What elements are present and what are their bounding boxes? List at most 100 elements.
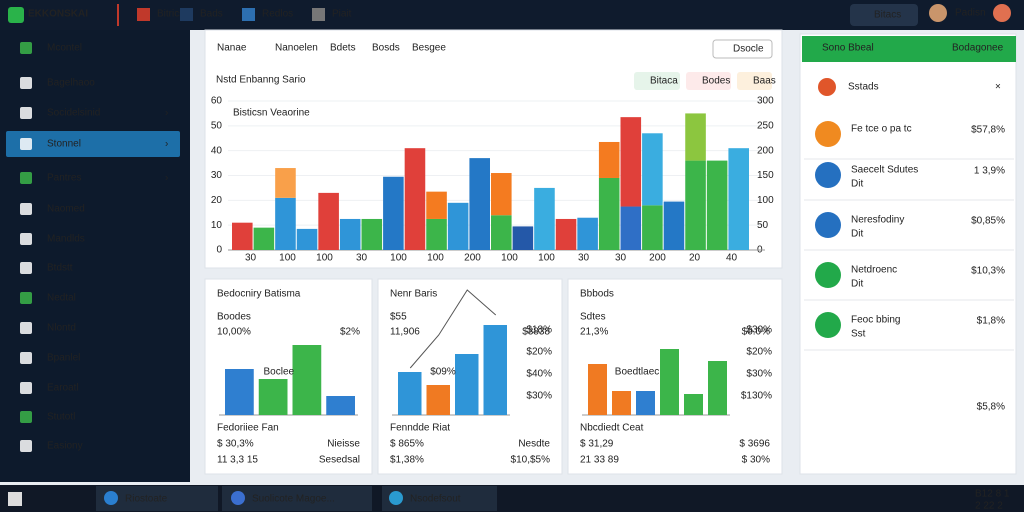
sidebar-item[interactable]: Nlontd — [47, 323, 76, 334]
item-name[interactable]: Netdroenc — [851, 265, 897, 276]
sidebar-icon — [20, 233, 32, 245]
item-icon — [815, 312, 841, 338]
y2-tick-label: 250 — [757, 120, 774, 131]
task-label[interactable]: Suolicote Magoe... — [252, 494, 335, 505]
bar — [612, 391, 631, 415]
task-label[interactable]: Riostoate — [125, 494, 168, 505]
sidebar — [0, 30, 190, 482]
sidebar-item[interactable]: Naomed — [47, 204, 85, 215]
item-value: $57,8% — [971, 125, 1005, 136]
x-tick-label: 30 — [615, 253, 627, 264]
kpi2: $2% — [340, 327, 360, 338]
item-sub: Sst — [851, 329, 866, 340]
avatar — [929, 4, 947, 22]
card-footer: Nesdte — [518, 439, 550, 450]
sidebar-item[interactable]: Stonnel — [47, 139, 81, 150]
sidebar-icon — [20, 382, 32, 394]
x-tick-label: 30 — [356, 253, 368, 264]
nav-icon — [180, 8, 193, 21]
sidebar-item[interactable]: Socidelsinid — [47, 108, 100, 119]
sidebar-icon — [20, 203, 32, 215]
bar — [684, 394, 703, 415]
sidebar-item[interactable]: Mcontel — [47, 43, 82, 54]
x-tick-label: 100 — [501, 253, 518, 264]
kpi-label: $55 — [390, 312, 407, 323]
x-tick-label: 100 — [279, 253, 296, 264]
sidebar-item[interactable]: Stutotl — [47, 412, 75, 423]
x-tick-label: 40 — [726, 253, 738, 264]
bar-segment — [339, 218, 361, 250]
avatar — [993, 4, 1011, 22]
nav-icon — [137, 8, 150, 21]
nav-item[interactable]: Bitrics — [157, 9, 184, 20]
kpi-label: Boodes — [217, 312, 251, 323]
close[interactable]: × — [995, 82, 1001, 93]
card-footer: $ 30,3% — [217, 439, 254, 450]
chevron: › — [165, 173, 168, 184]
sidebar-icon — [20, 292, 32, 304]
sidebar-item[interactable]: Bpanlel — [47, 353, 80, 364]
x-tick-label: 100 — [427, 253, 444, 264]
sidebar-item[interactable]: Btdstt — [47, 263, 73, 274]
tab[interactable]: Bdets — [330, 43, 356, 54]
card-title: Bbbods — [580, 289, 614, 300]
panel-header-label[interactable]: Bodagonee — [952, 43, 1004, 54]
x-tick-label: 200 — [464, 253, 481, 264]
sidebar-item[interactable]: Nedtal — [47, 293, 76, 304]
tab[interactable]: Nanoelen — [275, 43, 318, 54]
sidebar-item[interactable]: Pantres — [47, 173, 81, 184]
kpi: 11,906 — [390, 327, 420, 338]
item-name[interactable]: Saecelt Sdutes — [851, 165, 918, 176]
filter-label[interactable]: Baas — [753, 76, 776, 87]
card-footer: $ 30% — [742, 455, 770, 466]
filter — [737, 72, 772, 90]
panel-header-label[interactable]: Sono Bbeal — [822, 43, 874, 54]
task-label[interactable]: Nsodefsout — [410, 494, 461, 505]
bar — [398, 372, 422, 415]
x-tick-label: 30 — [578, 253, 590, 264]
chevron: › — [165, 139, 168, 150]
item-name[interactable]: Feoc bbing — [851, 315, 900, 326]
bar — [326, 396, 355, 415]
tab[interactable]: Nanae — [217, 43, 247, 54]
sidebar-item[interactable]: Mandlds — [47, 234, 85, 245]
nav-item[interactable]: Piait — [332, 9, 352, 20]
search[interactable]: Bitacs — [874, 10, 901, 21]
kpi-label: Sdtes — [580, 312, 606, 323]
bar-segment — [426, 191, 447, 219]
date: 2 22 2 — [975, 501, 1003, 512]
tab[interactable]: Bosds — [372, 43, 400, 54]
filter-label[interactable]: Bodes — [702, 76, 730, 87]
sidebar-icon — [20, 138, 32, 150]
tab[interactable]: Besgee — [412, 43, 446, 54]
kpi: 10,00% — [217, 327, 251, 338]
bar-label: Boclee — [264, 367, 295, 378]
nav-item[interactable]: Bads — [200, 9, 223, 20]
axis-label: $30% — [526, 391, 552, 402]
button-label[interactable]: Dsocle — [733, 44, 764, 55]
x-tick-label: 100 — [390, 253, 407, 264]
app-icon — [104, 491, 118, 505]
card-footer: Fedoriiee Fan — [217, 423, 279, 434]
bar — [455, 354, 479, 415]
item-name[interactable]: Neresfodiny — [851, 215, 904, 226]
item-name[interactable]: Fe tce o pa tc — [851, 124, 912, 135]
kpi2: $0.0% — [742, 327, 770, 338]
sidebar-icon — [20, 107, 32, 119]
separator — [117, 4, 119, 26]
user[interactable]: Padisn — [955, 8, 986, 19]
sidebar-item[interactable]: Easiony — [47, 441, 83, 452]
nav-item[interactable]: Redlos — [262, 9, 293, 20]
bar-segment — [275, 197, 296, 250]
filter-label[interactable]: Bitaca — [650, 76, 678, 87]
chart-subtitle: Bisticsn Veaorine — [233, 108, 310, 119]
bar-segment — [404, 148, 426, 250]
y-tick-label: 50 — [211, 120, 223, 131]
sidebar-item[interactable]: Bagelhaoo — [47, 78, 95, 89]
sidebar-item[interactable]: Earoatl — [47, 383, 79, 394]
axis-label: $20% — [526, 347, 552, 358]
bar-segment — [577, 217, 598, 250]
axis-label: $18% — [526, 325, 552, 336]
